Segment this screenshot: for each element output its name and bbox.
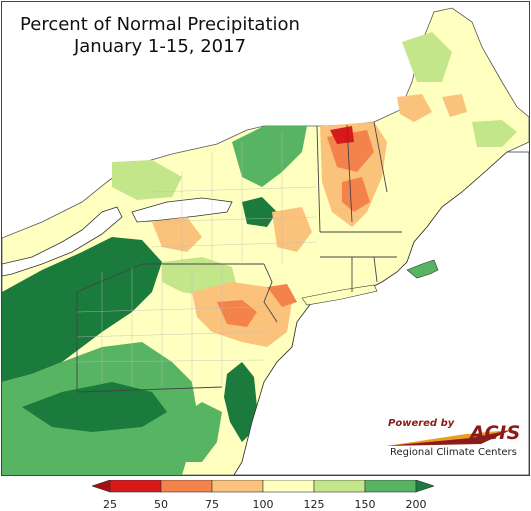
wet-north-ny [232,126,307,187]
precipitation-map [2,2,529,475]
color-legend: 25 50 75 100 125 150 200 [92,480,434,511]
acis-wordmark: ACIS [470,422,521,444]
wet-southwest [22,382,167,432]
map-title: Percent of Normal Precipitation January … [20,14,300,58]
wet-west [2,237,162,382]
lake-erie [2,206,123,277]
legend-under-arrow [92,480,111,493]
legend-tick: 150 [354,498,376,511]
legend-bin-25-50 [109,480,162,493]
legend-bin-150-200 [364,480,417,493]
legend-bin-50-75 [160,480,213,493]
legend-tick: 75 [205,498,219,511]
long-island [301,284,378,306]
title-line-2: January 1-15, 2017 [73,36,247,57]
cape-cod [406,259,439,279]
legend-bar [92,480,434,493]
legend-bin-125-150 [313,480,366,493]
acis-logo: Powered by ACIS Regional Climate Centers [386,416,522,462]
wet-delmarva [224,362,257,442]
legend-tick: 125 [303,498,325,511]
legend-tick: 25 [103,498,117,511]
county-lines [76,132,318,387]
legend-tick: 100 [252,498,274,511]
map-frame: Percent of Normal Precipitation January … [1,1,530,476]
legend-tick: 200 [405,498,427,511]
swoosh-icon [386,430,511,446]
legend-tick: 50 [154,498,168,511]
legend-bin-100-125 [262,480,315,493]
powered-by-text: Powered by [388,418,455,429]
legend-over-arrow [415,480,434,493]
legend-bin-75-100 [211,480,264,493]
title-line-1: Percent of Normal Precipitation [20,14,300,35]
state-boundaries [76,121,402,393]
rcc-text: Regional Climate Centers [390,447,517,458]
